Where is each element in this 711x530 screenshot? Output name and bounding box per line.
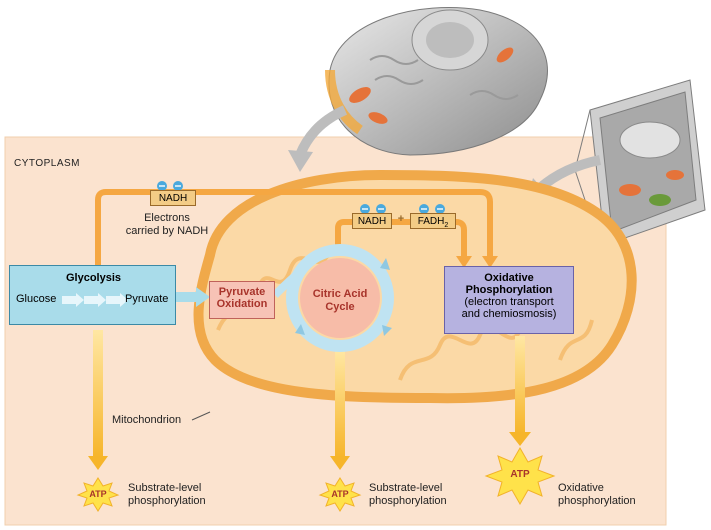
pyruvate-oxidation-line2: Oxidation bbox=[216, 298, 268, 310]
nadh-top-label: NADH bbox=[158, 193, 188, 204]
oxphos-title-line1: Oxidative bbox=[484, 272, 534, 284]
atp-label-2: ATP bbox=[331, 489, 349, 499]
atp-arrow-oxphos bbox=[509, 336, 531, 446]
atp-arrow-citric bbox=[330, 350, 350, 470]
nadh-right-label: NADH bbox=[357, 216, 387, 227]
citric-acid-cycle-graphic bbox=[286, 244, 394, 352]
animal-cell-illustration bbox=[325, 7, 548, 156]
atp-label-1: ATP bbox=[89, 489, 107, 499]
atp-caption-1: Substrate-level phosphorylation bbox=[128, 482, 206, 507]
glucose-to-pyruvate-arrows bbox=[62, 293, 128, 307]
fadh2-label: FADH bbox=[417, 216, 445, 227]
citric-acid-line2: Cycle bbox=[325, 300, 355, 313]
glycolysis-title: Glycolysis bbox=[65, 272, 122, 284]
cytoplasm-label: CYTOPLASM bbox=[14, 158, 80, 169]
animal-cell-pointer-arrow bbox=[295, 105, 348, 157]
plant-cell-illustration bbox=[574, 79, 706, 246]
atp-label-3: ATP bbox=[510, 469, 530, 480]
oxidative-phosphorylation-box: Oxidative Phosphorylation (electron tran… bbox=[444, 266, 574, 334]
glucose-label: Glucose bbox=[16, 293, 57, 305]
pyruvate-oxidation-line1: Pyruvate bbox=[218, 286, 266, 298]
nadh-right-tag: NADH bbox=[352, 213, 392, 229]
oxphos-detail-line2: and chemiosmosis) bbox=[461, 308, 557, 320]
atp-star-1 bbox=[76, 477, 120, 512]
atp-caption-2-line2: phosphorylation bbox=[369, 494, 447, 507]
atp-caption-1-line2: phosphorylation bbox=[128, 494, 206, 507]
atp-star-3 bbox=[484, 446, 556, 506]
atp-caption-1-line1: Substrate-level bbox=[128, 482, 202, 494]
oxphos-detail-line1: (electron transport bbox=[464, 296, 554, 308]
mitochondrion-label: Mitochondrion bbox=[112, 414, 182, 426]
pyruvate-oxidation-box: Pyruvate Oxidation bbox=[209, 281, 275, 319]
atp-arrow-glycolysis bbox=[88, 330, 108, 470]
mitochondrion-leader-line bbox=[191, 411, 211, 421]
citric-acid-line1: Citric Acid bbox=[312, 288, 368, 300]
plus-sign: + bbox=[397, 213, 405, 225]
electrons-carried-label: Electrons carried by NADH bbox=[125, 212, 209, 237]
fadh2-tag: FADH2 bbox=[410, 213, 456, 229]
oxphos-title-line2: Phosphorylation bbox=[465, 284, 553, 296]
nadh-fadh2-path bbox=[335, 219, 467, 258]
atp-caption-3-line2: phosphorylation bbox=[558, 494, 636, 507]
citric-acid-cycle-label: Citric Acid Cycle bbox=[300, 288, 380, 313]
nadh-electron-path-top bbox=[95, 189, 493, 265]
pyruvate-label: Pyruvate bbox=[125, 293, 169, 305]
nadh-top-tag: NADH bbox=[150, 190, 196, 206]
atp-caption-3-line1: Oxidative bbox=[558, 482, 604, 494]
atp-star-2 bbox=[318, 477, 362, 512]
glycolysis-box: Glycolysis Glucose Pyruvate bbox=[9, 265, 176, 325]
atp-caption-2: Substrate-level phosphorylation bbox=[369, 482, 447, 507]
electron-dots bbox=[157, 181, 445, 214]
atp-caption-2-line1: Substrate-level bbox=[369, 482, 443, 494]
atp-caption-3: Oxidative phosphorylation bbox=[558, 482, 636, 507]
fadh2-subscript: 2 bbox=[444, 222, 449, 229]
